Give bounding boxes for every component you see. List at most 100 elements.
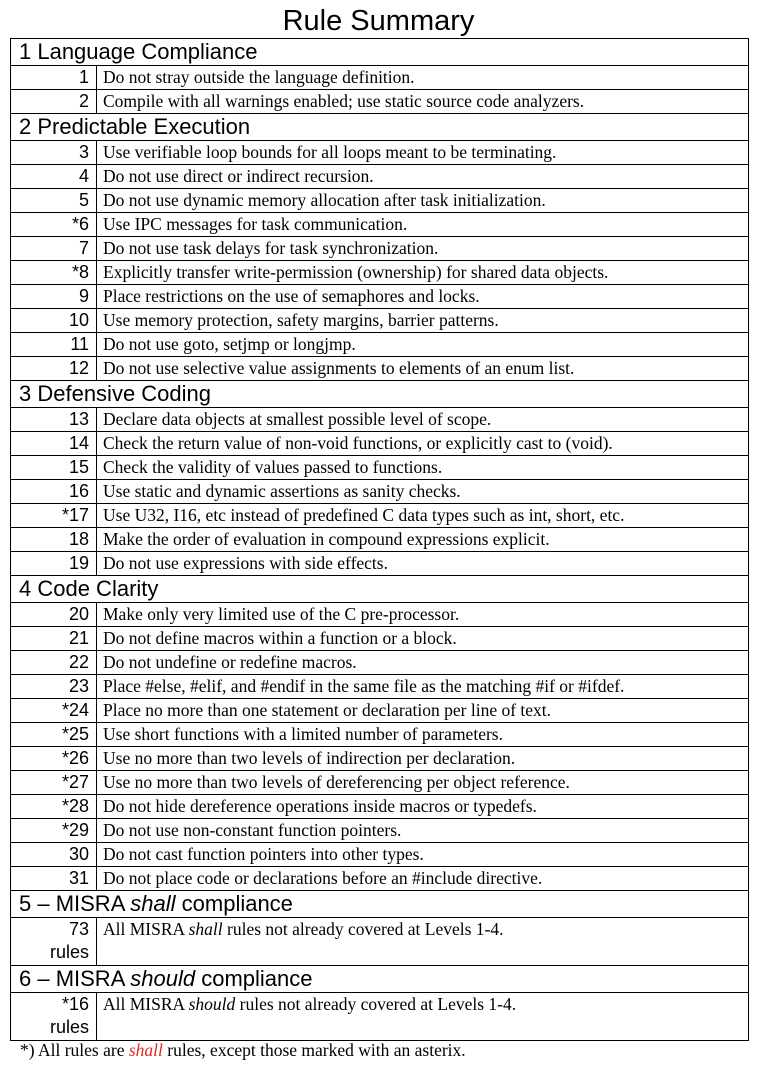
rule-number: *27 [10, 770, 97, 795]
rule-text-post: rules not already covered at Levels 1-4. [222, 919, 504, 939]
section-header: 6 – MISRA should compliance [10, 965, 749, 993]
section-title: 5 – MISRA shall compliance [10, 890, 749, 918]
rule-text: Use memory protection, safety margins, b… [96, 308, 749, 333]
rule-text: Use no more than two levels of indirecti… [96, 746, 749, 771]
rule-number: 11 [10, 332, 97, 357]
rule-row: 19 Do not use expressions with side effec… [10, 551, 749, 576]
rule-row: *17 Use U32, I16, etc instead of predefin… [10, 503, 749, 528]
section-header: 3 Defensive Coding [10, 380, 749, 408]
rule-row: 13 Declare data objects at smallest possi… [10, 407, 749, 432]
rule-number: *16 rules [10, 992, 97, 1041]
rule-row: *29 Do not use non-constant function poin… [10, 818, 749, 843]
rule-count-unit: rules [49, 942, 89, 962]
rule-text-emphasis: should [188, 994, 236, 1014]
rule-text: Do not undefine or redefine macros. [96, 650, 749, 675]
rule-row: *28 Do not hide dereference operations in… [10, 794, 749, 819]
rule-row: *27 Use no more than two levels of derefe… [10, 770, 749, 795]
rule-text: Make only very limited use of the C pre-… [96, 602, 749, 627]
section-header: 2 Predictable Execution [10, 113, 749, 141]
rule-text: Use static and dynamic assertions as san… [96, 479, 749, 504]
section-title-pre: 6 – MISRA [19, 966, 131, 991]
rule-text-pre: All MISRA [103, 919, 189, 939]
footnote-text: *) All rules are [20, 1040, 129, 1060]
rule-row: 20 Make only very limited use of the C pr… [10, 602, 749, 627]
rule-number: 5 [10, 188, 97, 213]
rule-count: *16 [61, 994, 89, 1014]
rule-row: 11 Do not use goto, setjmp or longjmp. [10, 332, 749, 357]
rule-number: 73 rules [10, 917, 97, 966]
rule-text: Do not place code or declarations before… [96, 866, 749, 891]
rule-row: 18 Make the order of evaluation in compou… [10, 527, 749, 552]
rule-row: 12 Do not use selective value assignments… [10, 356, 749, 381]
rule-number: 19 [10, 551, 97, 576]
rule-text: Do not use expressions with side effects… [96, 551, 749, 576]
rule-text: Do not use goto, setjmp or longjmp. [96, 332, 749, 357]
rule-row: 2 Compile with all warnings enabled; use … [10, 89, 749, 114]
rule-row: *6 Use IPC messages for task communicatio… [10, 212, 749, 237]
rule-row: *26 Use no more than two levels of indire… [10, 746, 749, 771]
rule-text: Use verifiable loop bounds for all loops… [96, 140, 749, 165]
rule-row: 10 Use memory protection, safety margins,… [10, 308, 749, 333]
rule-number: *8 [10, 260, 97, 285]
rule-number: 14 [10, 431, 97, 456]
section-title: 3 Defensive Coding [10, 380, 749, 408]
section-title-emphasis: should [130, 966, 196, 991]
page-title: Rule Summary [282, 5, 475, 37]
section-header: 5 – MISRA shall compliance [10, 890, 749, 918]
rule-row: 4 Do not use direct or indirect recursion… [10, 164, 749, 189]
rule-text: Do not stray outside the language defini… [96, 65, 749, 90]
rule-text: Place no more than one statement or decl… [96, 698, 749, 723]
rule-number: 18 [10, 527, 97, 552]
rule-row: 31 Do not place code or declarations befo… [10, 866, 749, 891]
rule-text: Use no more than two levels of dereferen… [96, 770, 749, 795]
rule-text: Do not use task delays for task synchron… [96, 236, 749, 261]
rule-count: 73 [68, 919, 89, 939]
rule-number: 1 [10, 65, 97, 90]
rule-number: 13 [10, 407, 97, 432]
rule-text-emphasis: shall [188, 919, 223, 939]
rule-row: 15 Check the validity of values passed to… [10, 455, 749, 480]
rule-text: Explicitly transfer write-permission (ow… [96, 260, 749, 285]
rule-text: All MISRA shall rules not already covere… [96, 917, 749, 966]
rule-text: Do not use non-constant function pointer… [96, 818, 749, 843]
rule-number: 10 [10, 308, 97, 333]
rule-count-unit: rules [49, 1017, 89, 1037]
section-title-emphasis: shall [130, 891, 176, 916]
rule-text: Do not use dynamic memory allocation aft… [96, 188, 749, 213]
rule-number: *29 [10, 818, 97, 843]
rule-text: Do not define macros within a function o… [96, 626, 749, 651]
footnote-text-end: rules, except those marked with an aster… [162, 1040, 466, 1060]
rule-row: *25 Use short functions with a limited nu… [10, 722, 749, 747]
rule-number: 31 [10, 866, 97, 891]
rule-number: *25 [10, 722, 97, 747]
rule-row: 22 Do not undefine or redefine macros. [10, 650, 749, 675]
rule-text: Check the return value of non-void funct… [96, 431, 749, 456]
rule-text: All MISRA should rules not already cover… [96, 992, 749, 1041]
footnote: *) All rules are shall rules, except tho… [20, 1039, 466, 1061]
rule-row: 7 Do not use task delays for task synchro… [10, 236, 749, 261]
rule-number: 12 [10, 356, 97, 381]
section-title: 6 – MISRA should compliance [10, 965, 749, 993]
rule-number: *17 [10, 503, 97, 528]
rule-text: Check the validity of values passed to f… [96, 455, 749, 480]
rule-row: *8 Explicitly transfer write-permission (… [10, 260, 749, 285]
section-title: 2 Predictable Execution [10, 113, 749, 141]
footnote-emphasis: shall [128, 1040, 163, 1060]
rule-number: 21 [10, 626, 97, 651]
section-title-post: compliance [175, 891, 293, 916]
rule-text: Place #else, #elif, and #endif in the sa… [96, 674, 749, 699]
rule-text: Do not use selective value assignments t… [96, 356, 749, 381]
rule-row: 23 Place #else, #elif, and #endif in the … [10, 674, 749, 699]
rule-row: 73 rules All MISRA shall rules not already… [10, 917, 749, 966]
rule-row: 9 Place restrictions on the use of semaph… [10, 284, 749, 309]
rule-row: 5 Do not use dynamic memory allocation af… [10, 188, 749, 213]
section-title: 4 Code Clarity [10, 575, 749, 603]
rule-text: Make the order of evaluation in compound… [96, 527, 749, 552]
rule-number: 2 [10, 89, 97, 114]
section-title-post: compliance [195, 966, 313, 991]
rule-number: 3 [10, 140, 97, 165]
rule-number: 15 [10, 455, 97, 480]
rule-number: *6 [10, 212, 97, 237]
rule-number: 23 [10, 674, 97, 699]
rule-text: Do not use direct or indirect recursion. [96, 164, 749, 189]
